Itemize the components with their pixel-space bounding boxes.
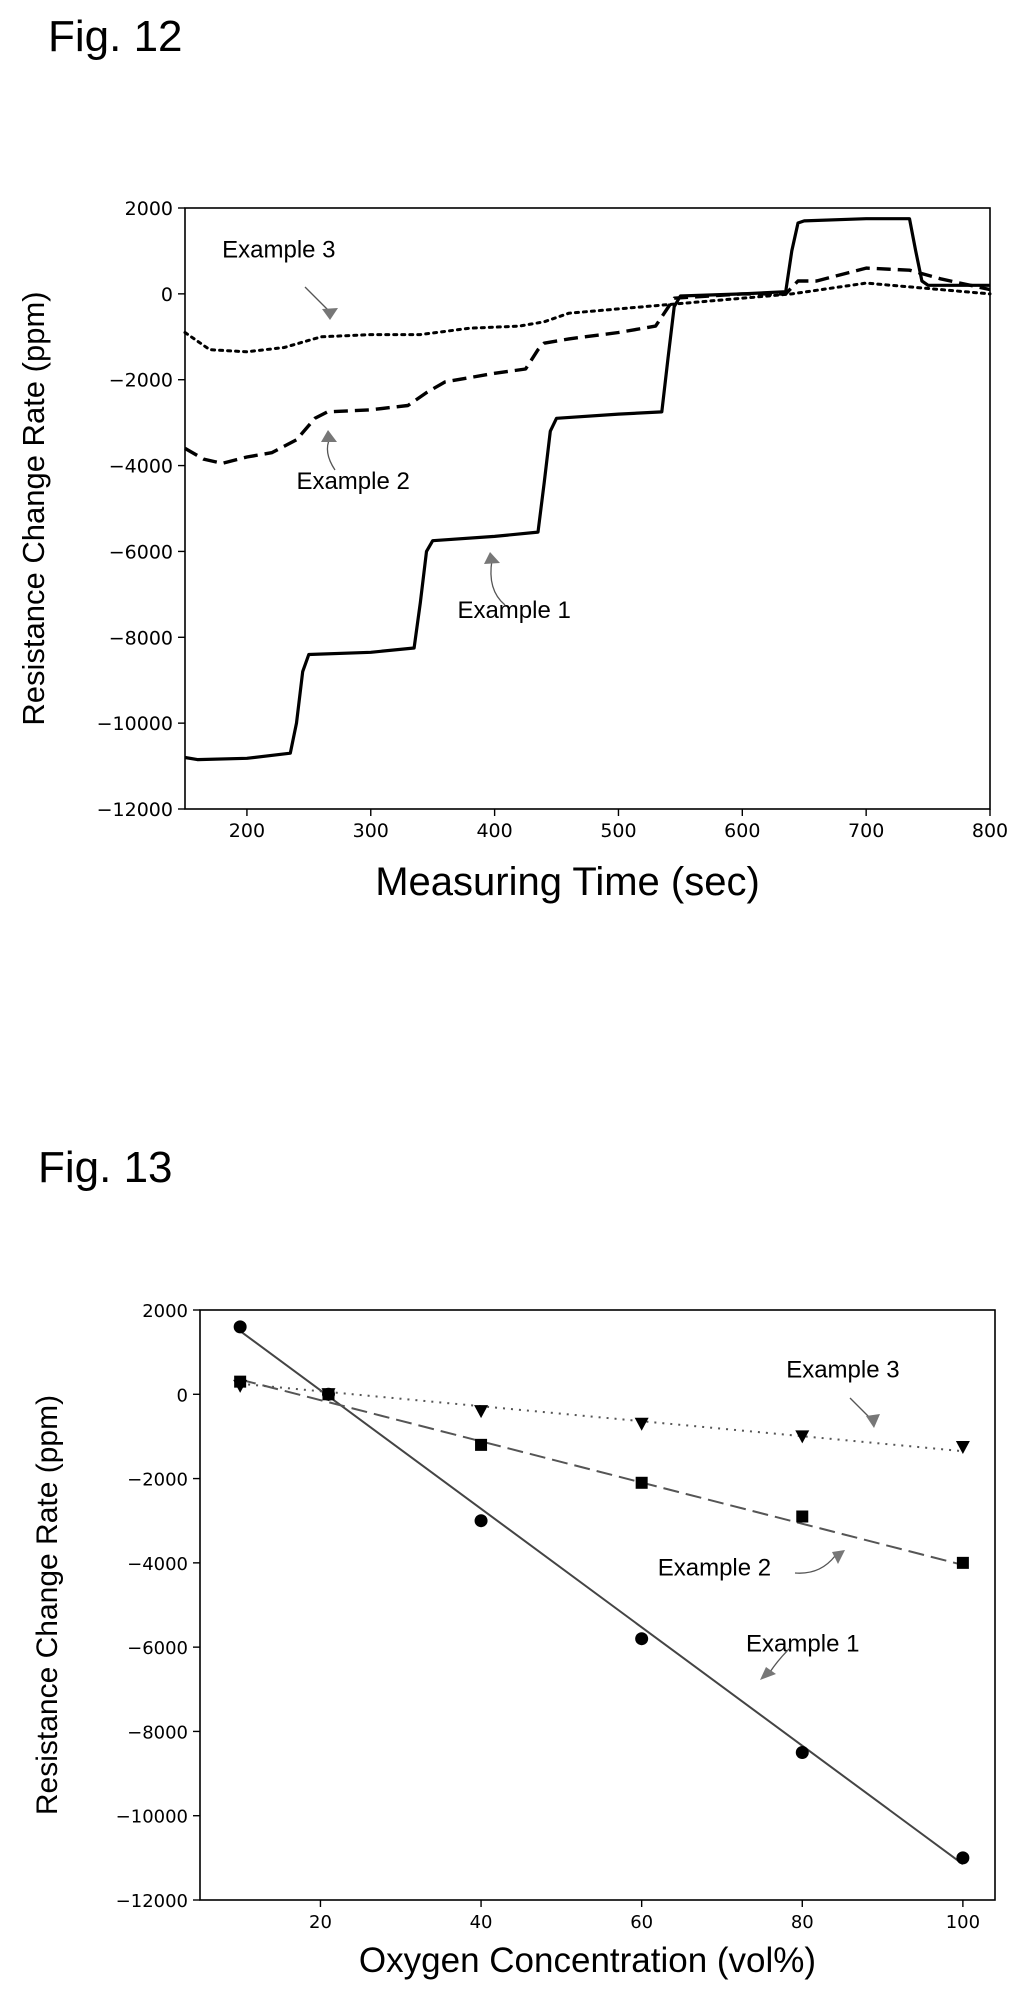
annotation-arrowhead <box>760 1667 776 1680</box>
series-example-2-fit-line <box>239 1378 964 1566</box>
y-tick-label: −4000 <box>109 456 173 478</box>
annotation-label: Example 3 <box>786 1356 899 1383</box>
x-tick-label: 40 <box>470 1912 493 1933</box>
annotation-label: Example 2 <box>296 468 409 495</box>
y-tick-label: −2000 <box>127 1470 188 1491</box>
y-tick-label: −10000 <box>97 713 173 735</box>
series-example-1-point <box>956 1851 970 1865</box>
annotation-arrow <box>490 559 506 606</box>
y-tick-label: 2000 <box>125 198 173 220</box>
x-tick-label: 300 <box>353 820 389 842</box>
y-tick-label: −12000 <box>97 799 173 821</box>
annotation-arrowhead <box>322 308 338 320</box>
y-tick-label: −8000 <box>109 627 173 649</box>
series-example-3-point <box>321 1388 336 1402</box>
series-example-3-point <box>474 1405 489 1419</box>
x-axis-label: Oxygen Concentration (vol%) <box>359 1941 816 1980</box>
series-example-3-point <box>955 1440 970 1454</box>
x-tick-label: 20 <box>309 1912 332 1933</box>
plot-frame <box>184 207 991 810</box>
annotation-arrowhead <box>832 1550 845 1564</box>
annotation-label: Example 1 <box>746 1630 859 1657</box>
y-tick-label: 0 <box>177 1385 188 1406</box>
x-tick-label: 80 <box>791 1912 814 1933</box>
series-example-1-point <box>795 1746 809 1759</box>
y-tick-label: −4000 <box>127 1554 188 1575</box>
figure-12-title: Fig. 12 <box>48 12 183 61</box>
x-tick-label: 60 <box>630 1912 653 1933</box>
x-tick-label: 600 <box>724 820 760 842</box>
y-tick-label: −8000 <box>127 1722 188 1743</box>
y-tick-label: −10000 <box>116 1807 188 1828</box>
series-example-3-line <box>183 281 992 354</box>
x-tick-label: 400 <box>476 820 512 842</box>
annotation-arrowhead <box>484 552 500 564</box>
y-axis-label: Resistance Change Rate (ppm) <box>16 291 51 725</box>
y-axis-label: Resistance Change Rate (ppm) <box>31 1395 64 1815</box>
series-example-1-point <box>474 1514 488 1528</box>
x-axis-label: Measuring Time (sec) <box>375 860 760 904</box>
annotation-arrowhead <box>321 430 337 442</box>
annotation-arrow <box>794 1555 836 1574</box>
annotation-label: Example 2 <box>658 1555 771 1582</box>
plot-frame <box>199 1309 996 1901</box>
y-tick-label: 2000 <box>142 1301 188 1322</box>
x-tick-label: 100 <box>946 1912 980 1933</box>
x-tick-label: 700 <box>848 820 884 842</box>
series-example-3-fit-line <box>240 1382 963 1453</box>
series-example-2-point <box>635 1476 648 1489</box>
chart-fig-12: 2000 0 −2000 −4000 −6000 −8000 −10000 −12000 200… <box>16 198 1008 904</box>
annotation-arrowhead <box>866 1414 880 1428</box>
series-example-2-point <box>475 1438 488 1451</box>
y-tick-label: −6000 <box>127 1638 188 1659</box>
series-example-3-point <box>634 1417 649 1431</box>
annotation-arrow <box>769 1647 791 1673</box>
series-example-1-line <box>184 217 990 762</box>
x-tick-label: 800 <box>972 820 1008 842</box>
series-example-3-point <box>795 1430 810 1444</box>
series-example-1-point <box>635 1632 649 1646</box>
series-example-1-fit-line <box>239 1330 964 1865</box>
y-tick-label: −2000 <box>109 370 173 392</box>
series-example-3-point <box>233 1379 248 1393</box>
y-tick-label: 0 <box>161 284 173 306</box>
series-example-2-point <box>956 1556 969 1569</box>
figure-13-title: Fig. 13 <box>38 1143 173 1192</box>
y-tick-label: −12000 <box>116 1891 188 1912</box>
series-example-2-point <box>796 1510 809 1523</box>
y-tick-label: −6000 <box>109 541 173 563</box>
annotation-label: Example 1 <box>457 597 570 624</box>
series-example-1-point <box>233 1320 247 1334</box>
x-tick-label: 500 <box>600 820 636 842</box>
annotation-label: Example 3 <box>222 236 335 263</box>
x-tick-label: 200 <box>229 820 265 842</box>
series-example-2-line <box>184 266 991 466</box>
